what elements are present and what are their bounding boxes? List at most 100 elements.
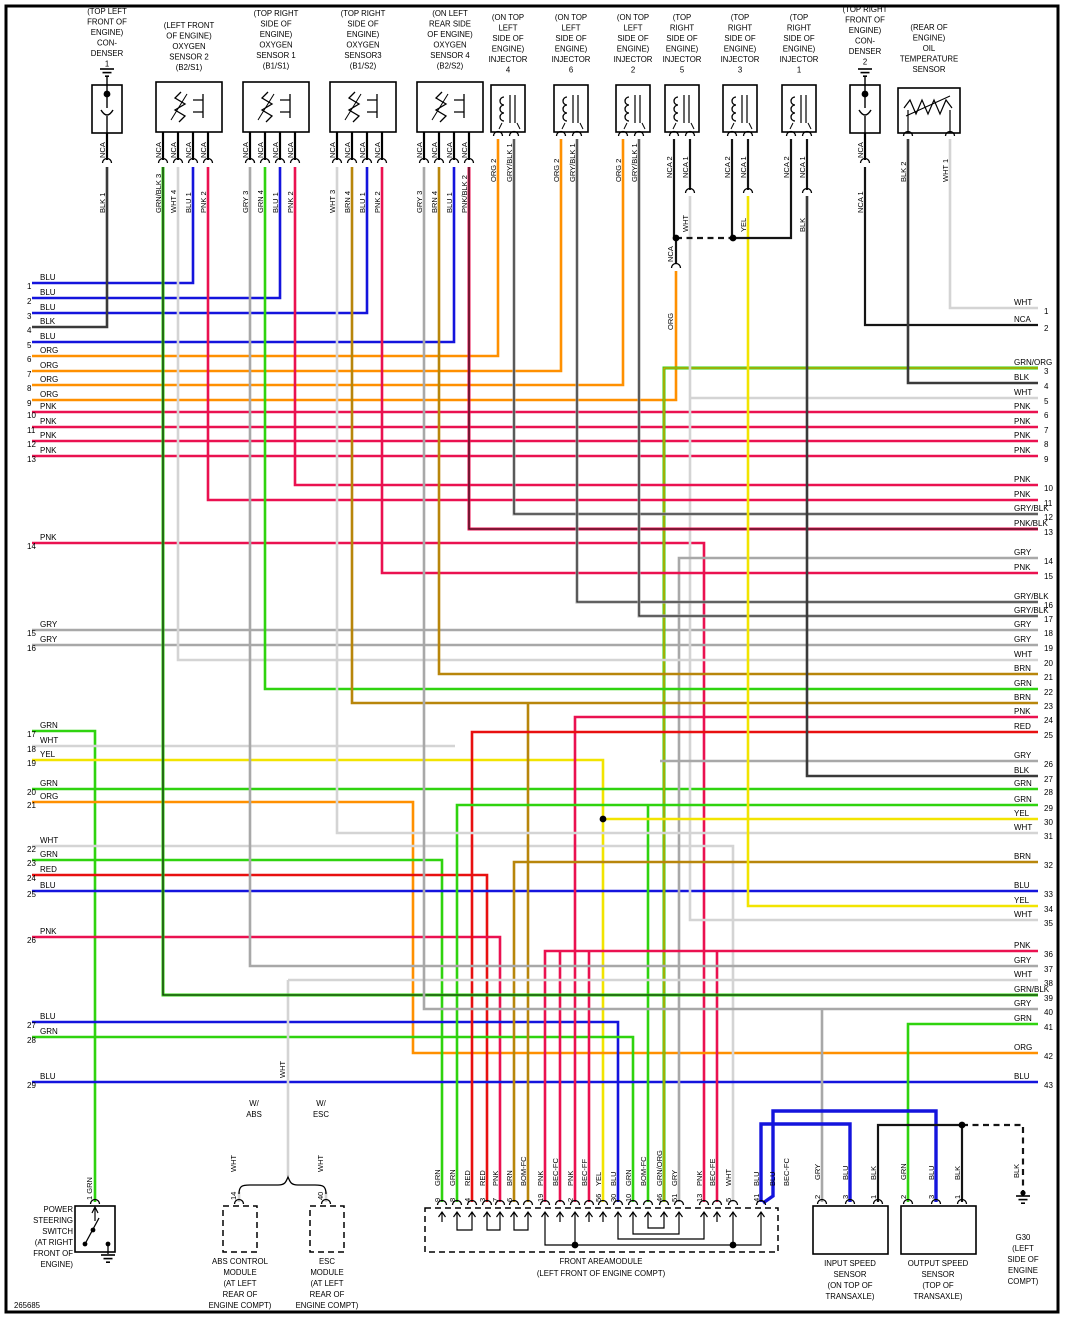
left-wire-number: 19 bbox=[27, 759, 36, 768]
wire bbox=[32, 729, 97, 1202]
wire bbox=[32, 858, 444, 1202]
pin: NCA WHT 3 bbox=[328, 132, 343, 213]
text-label: 265685 bbox=[14, 1301, 41, 1310]
text-label: REAR OF bbox=[310, 1290, 345, 1299]
wire bbox=[663, 367, 1038, 1202]
left-wire-color: RED bbox=[40, 865, 57, 874]
right-wire-color: GRY bbox=[1014, 956, 1032, 965]
pin: NCA PNK/BLK 2 bbox=[460, 132, 475, 213]
wire-color-label: BLU 1 bbox=[271, 192, 280, 213]
right-wire-color: PNK bbox=[1014, 475, 1031, 484]
connector-icon bbox=[844, 1198, 856, 1205]
pin-arrow-icon bbox=[713, 1210, 721, 1222]
component-title: OXYGEN bbox=[259, 41, 292, 50]
pin-arrow-icon bbox=[541, 1210, 549, 1222]
wire bbox=[468, 167, 1038, 530]
right-wire-number: 22 bbox=[1044, 688, 1053, 697]
text-label: (TOP OF bbox=[922, 1281, 954, 1290]
text-label: FRONT AREAMODULE bbox=[559, 1257, 642, 1266]
wire-color-label: PNK 2 bbox=[286, 191, 295, 213]
pin-label: NCA bbox=[271, 142, 280, 158]
component-title: INJECTOR bbox=[721, 55, 760, 64]
coil-icon bbox=[731, 96, 737, 122]
bottom-components bbox=[74, 1175, 1030, 1263]
component-title: FRONT OF bbox=[87, 18, 127, 27]
wire bbox=[470, 730, 1038, 1202]
module-pin-number: 13 bbox=[695, 1194, 704, 1202]
connector-icon bbox=[583, 1199, 595, 1206]
component-title: 3 bbox=[738, 66, 742, 75]
thermistor-icon bbox=[260, 91, 274, 123]
wire bbox=[350, 167, 1038, 705]
connector-icon bbox=[539, 1199, 551, 1206]
module-pin-color: WHT bbox=[724, 1169, 733, 1186]
ground-icon bbox=[858, 68, 872, 77]
left-wire-number: 6 bbox=[27, 355, 32, 364]
wire bbox=[906, 1022, 1038, 1202]
pin-label: NCA bbox=[256, 142, 265, 158]
pin-label: NCA bbox=[358, 142, 367, 158]
wire bbox=[32, 873, 489, 1202]
module-pin-number: 10 bbox=[624, 1194, 633, 1202]
component-title: ENGINE) bbox=[492, 45, 525, 54]
module-pin-color: BOM-FC bbox=[519, 1156, 528, 1186]
wire bbox=[805, 196, 1038, 778]
component-title: SIDE OF bbox=[783, 34, 814, 43]
component-title: REAR SIDE bbox=[429, 20, 471, 29]
component-title: OIL bbox=[923, 44, 936, 53]
pin-arrow-icon bbox=[438, 1210, 446, 1222]
component-box bbox=[664, 84, 700, 133]
right-wire-color: PNK bbox=[1014, 402, 1031, 411]
connector-icon bbox=[801, 187, 813, 194]
module-pin-color: GRY bbox=[670, 1170, 679, 1186]
pin: GRY/BLK 1 bbox=[568, 130, 583, 182]
left-wire-number: 18 bbox=[27, 745, 36, 754]
connector-icon bbox=[617, 130, 629, 137]
module-pin-number: 4 bbox=[463, 1198, 472, 1202]
text-label: REAR OF bbox=[223, 1290, 258, 1299]
wire-color-label: BLU 1 bbox=[358, 192, 367, 213]
right-wire-number: 32 bbox=[1044, 861, 1053, 870]
component-title: ENGINE) bbox=[666, 45, 699, 54]
right-wire-color: ORG bbox=[1014, 1043, 1032, 1052]
module-pin-number: 51 bbox=[670, 1194, 679, 1202]
wire bbox=[32, 167, 369, 315]
right-wire-color: WHT bbox=[1014, 910, 1032, 919]
right-wire-number: 41 bbox=[1044, 1023, 1053, 1032]
component-title: LEFT bbox=[498, 24, 517, 33]
pin-arrow-icon bbox=[571, 1210, 579, 1222]
text-label: ESC bbox=[319, 1257, 335, 1266]
pin: NCA NCA 1 bbox=[856, 133, 871, 213]
wire bbox=[32, 139, 500, 358]
wire bbox=[662, 366, 1038, 1202]
module-pin-color: BEC-FE bbox=[708, 1158, 717, 1186]
left-wire-color: GRN bbox=[40, 721, 58, 730]
right-wire-color: GRN bbox=[1014, 679, 1032, 688]
wire bbox=[455, 803, 1038, 1202]
junction-dot bbox=[103, 90, 111, 98]
rotated-label: WHT bbox=[316, 1155, 325, 1172]
wire-color-label: BLK bbox=[798, 218, 807, 232]
component-title: ENGINE) bbox=[849, 26, 882, 35]
pin-arrow-icon bbox=[660, 1210, 668, 1222]
left-wire-number: 5 bbox=[27, 341, 32, 350]
module-internal-link bbox=[456, 1222, 473, 1231]
connector-icon bbox=[902, 1198, 914, 1205]
connector-icon bbox=[418, 157, 430, 164]
wire-color-label: BLU 1 bbox=[184, 192, 193, 213]
left-wire-color: PNK bbox=[40, 431, 57, 440]
connector-icon bbox=[755, 1199, 767, 1206]
connector-icon bbox=[466, 1199, 478, 1206]
wire bbox=[263, 167, 1038, 691]
left-wire-number: 24 bbox=[27, 874, 36, 883]
right-wire-color: WHT bbox=[1014, 388, 1032, 397]
right-wire-color: GRY/BLK bbox=[1014, 592, 1049, 601]
junction-dot bbox=[958, 1121, 966, 1129]
right-wire-color: GRN bbox=[1014, 795, 1032, 804]
coil-icon bbox=[499, 96, 505, 122]
right-wire-color: GRN/BLK bbox=[1014, 985, 1050, 994]
left-wire-color: BLU bbox=[40, 332, 56, 341]
